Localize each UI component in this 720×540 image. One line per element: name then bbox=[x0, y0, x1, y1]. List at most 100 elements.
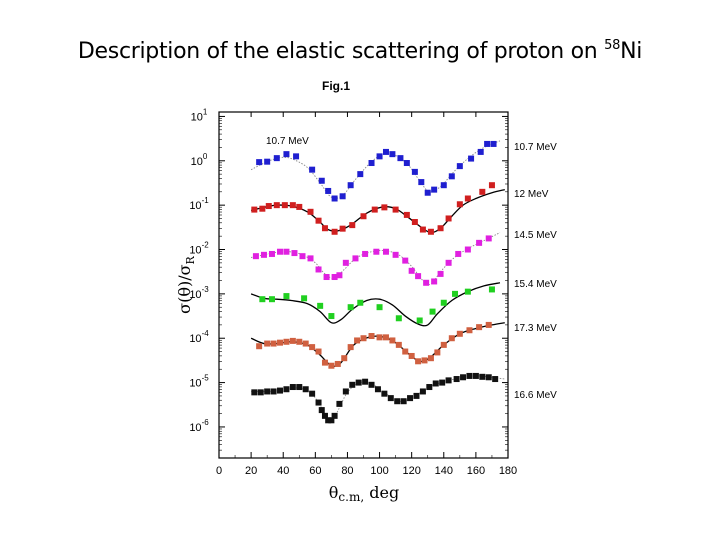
data-point bbox=[373, 248, 380, 255]
data-point bbox=[403, 160, 410, 167]
data-point bbox=[408, 352, 415, 359]
data-point bbox=[440, 182, 447, 189]
data-point bbox=[423, 279, 430, 286]
data-point bbox=[437, 225, 444, 232]
x-tick-label: 60 bbox=[309, 465, 321, 477]
data-point bbox=[392, 251, 399, 258]
data-point bbox=[302, 340, 309, 347]
data-point bbox=[456, 201, 463, 208]
data-point bbox=[395, 315, 402, 322]
data-point bbox=[464, 246, 471, 253]
data-point bbox=[376, 304, 383, 311]
data-point bbox=[411, 219, 418, 226]
data-point bbox=[400, 398, 407, 405]
data-point bbox=[492, 376, 499, 383]
data-point bbox=[323, 274, 330, 281]
data-point bbox=[360, 335, 367, 342]
data-point bbox=[456, 330, 463, 337]
data-point bbox=[317, 302, 324, 309]
series-label: 15.4 MeV bbox=[514, 279, 557, 290]
data-point bbox=[256, 159, 263, 166]
data-point bbox=[277, 339, 284, 346]
x-tick-label: 120 bbox=[402, 465, 420, 477]
data-point bbox=[289, 202, 296, 209]
data-point bbox=[445, 377, 452, 384]
data-point bbox=[336, 400, 343, 407]
data-point bbox=[415, 358, 422, 365]
data-point bbox=[479, 373, 486, 380]
x-tick-label: 100 bbox=[370, 465, 388, 477]
series-label: 16.6 MeV bbox=[514, 390, 557, 401]
data-point bbox=[407, 395, 414, 402]
x-tick-label: 160 bbox=[467, 465, 485, 477]
data-point bbox=[321, 359, 328, 366]
data-point bbox=[440, 341, 447, 348]
data-point bbox=[315, 217, 322, 224]
data-point bbox=[448, 335, 455, 342]
data-point bbox=[431, 278, 438, 285]
data-point bbox=[402, 348, 409, 355]
data-point bbox=[347, 304, 354, 311]
x-tick-label: 180 bbox=[499, 465, 517, 477]
data-point bbox=[347, 344, 354, 351]
data-point bbox=[283, 338, 290, 345]
data-point bbox=[371, 206, 378, 213]
data-point bbox=[360, 213, 367, 220]
data-point bbox=[325, 417, 332, 424]
data-point bbox=[382, 248, 389, 255]
y-tick-exponent: 1 bbox=[203, 107, 208, 116]
data-point bbox=[342, 259, 349, 266]
data-point bbox=[283, 151, 290, 158]
data-point bbox=[434, 349, 441, 356]
series-curve bbox=[251, 232, 501, 286]
data-point bbox=[252, 253, 259, 260]
data-point bbox=[440, 299, 447, 306]
data-point bbox=[437, 270, 444, 277]
y-tick-exponent: -5 bbox=[202, 374, 210, 383]
data-point bbox=[296, 203, 303, 210]
data-point bbox=[331, 274, 338, 281]
data-point bbox=[485, 374, 492, 381]
data-point bbox=[485, 321, 492, 328]
data-point bbox=[251, 206, 258, 213]
x-tick-label: 40 bbox=[277, 465, 289, 477]
data-point bbox=[413, 392, 420, 399]
data-point bbox=[299, 253, 306, 260]
data-point bbox=[479, 188, 486, 195]
y-tick-exponent: -1 bbox=[202, 196, 210, 205]
y-tick-label: 10-5 bbox=[189, 374, 209, 390]
data-point bbox=[259, 296, 266, 303]
data-point bbox=[277, 387, 284, 394]
data-point bbox=[264, 388, 271, 395]
data-point bbox=[392, 206, 399, 213]
series-curve bbox=[251, 375, 505, 420]
data-point bbox=[456, 163, 463, 170]
data-point bbox=[259, 205, 266, 212]
y-tick-exponent: 0 bbox=[203, 152, 208, 161]
data-point bbox=[466, 327, 473, 334]
y-tick-exponent: -6 bbox=[202, 418, 210, 427]
data-point bbox=[339, 193, 346, 200]
data-point bbox=[382, 148, 389, 155]
data-point bbox=[349, 381, 356, 388]
data-point bbox=[265, 203, 272, 210]
data-point bbox=[283, 386, 290, 393]
data-point bbox=[321, 412, 328, 419]
data-point bbox=[318, 177, 325, 184]
data-point bbox=[352, 255, 359, 262]
data-point bbox=[376, 153, 383, 160]
data-point bbox=[289, 384, 296, 391]
y-tick-label: 10-2 bbox=[189, 241, 209, 257]
slide-title-superscript: 58 bbox=[604, 38, 621, 53]
data-point bbox=[402, 257, 409, 264]
y-axis-title-main: σ(θ)/σ bbox=[175, 264, 194, 313]
data-point bbox=[357, 171, 364, 178]
data-point bbox=[331, 195, 338, 202]
data-point bbox=[418, 179, 425, 186]
data-point bbox=[270, 340, 277, 347]
data-point bbox=[488, 182, 495, 189]
data-point bbox=[341, 355, 348, 362]
data-point bbox=[397, 155, 404, 162]
data-point bbox=[419, 226, 426, 233]
